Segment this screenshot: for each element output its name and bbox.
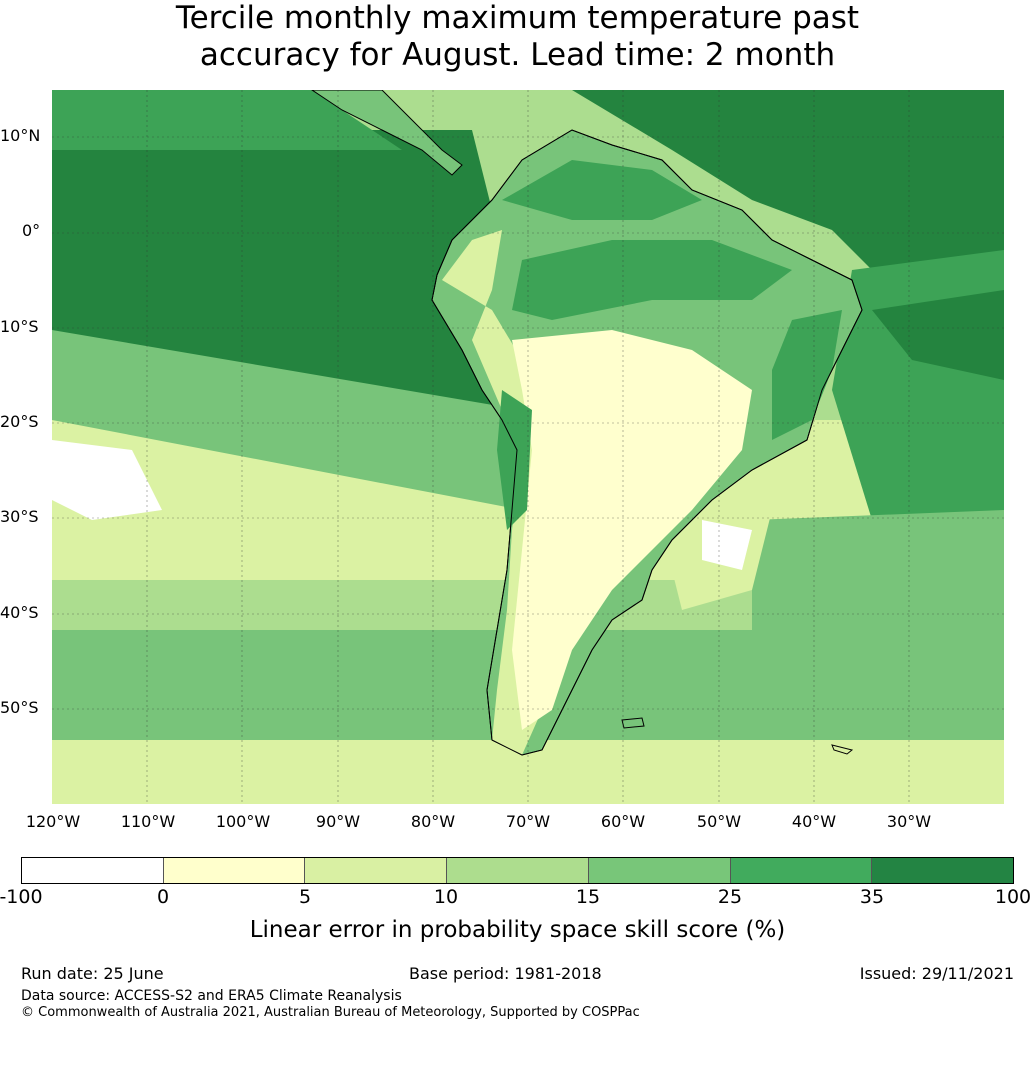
colorbar xyxy=(21,857,1014,884)
lat-label-0: 0° xyxy=(22,221,41,240)
copyright: © Commonwealth of Australia 2021, Austra… xyxy=(21,1005,640,1020)
run-date: Run date: 25 June xyxy=(21,964,164,983)
ocean-atlantic-north xyxy=(572,90,1004,290)
lon-label-90w: 90°W xyxy=(315,812,361,831)
lat-label-30s: 30°S xyxy=(0,507,39,526)
lat-label-40s: 40°S xyxy=(0,603,39,622)
lat-label-20s: 20°S xyxy=(0,412,39,431)
data-source: Data source: ACCESS-S2 and ERA5 Climate … xyxy=(21,988,402,1004)
land-east-coast xyxy=(772,310,842,440)
colorbar-tick: -100 xyxy=(0,886,43,908)
land-amazon-band xyxy=(512,240,792,320)
colorbar-segment-1 xyxy=(163,858,306,883)
ocean-pacific-white xyxy=(52,440,162,520)
lat-label-10s: 10°S xyxy=(0,317,39,336)
issued-date: Issued: 29/11/2021 xyxy=(859,964,1014,983)
colorbar-segment-3 xyxy=(447,858,589,883)
skill-map xyxy=(52,90,1004,804)
colorbar-segment-0 xyxy=(22,858,164,883)
lon-label-60w: 60°W xyxy=(600,812,646,831)
lon-label-110w: 110°W xyxy=(120,812,176,831)
colorbar-tick: 100 xyxy=(994,886,1032,908)
coastline xyxy=(431,129,863,756)
colorbar-segment-6 xyxy=(872,858,1014,883)
colorbar-segment-4 xyxy=(588,858,731,883)
lat-label-10n: 10°N xyxy=(0,126,41,145)
chart-title: Tercile monthly maximum temperature past… xyxy=(0,0,1035,74)
colorbar-tick: 25 xyxy=(717,886,743,908)
lon-label-70w: 70°W xyxy=(505,812,551,831)
lon-label-30w: 30°W xyxy=(886,812,932,831)
lon-label-100w: 100°W xyxy=(215,812,271,831)
ocean-atlantic-dark xyxy=(872,290,1004,380)
colorbar-segment-5 xyxy=(730,858,873,883)
map-svg xyxy=(52,90,1004,804)
title-line-2: accuracy for August. Lead time: 2 month xyxy=(199,37,836,73)
lon-label-50w: 50°W xyxy=(696,812,742,831)
land-central-cream xyxy=(512,330,752,730)
colorbar-tick: 15 xyxy=(575,886,601,908)
lat-label-50s: 50°S xyxy=(0,698,39,717)
lon-label-120w: 120°W xyxy=(25,812,81,831)
land-amazon-north xyxy=(502,160,702,220)
gridlines xyxy=(52,90,1004,804)
colorbar-segment-2 xyxy=(305,858,448,883)
lon-label-80w: 80°W xyxy=(410,812,456,831)
colorbar-tick: 35 xyxy=(859,886,885,908)
central-america xyxy=(311,90,463,176)
colorbar-label: Linear error in probability space skill … xyxy=(249,917,786,943)
ocean-plate-white xyxy=(702,520,752,570)
falkland-islands xyxy=(621,717,645,729)
ocean-atlantic-south xyxy=(752,510,1004,650)
colorbar-tick: 5 xyxy=(298,886,312,908)
land-atacama-band xyxy=(497,390,532,530)
ocean-north-band xyxy=(52,90,402,150)
colorbar-tick: 0 xyxy=(156,886,170,908)
ocean-tropical-pacific xyxy=(52,130,522,410)
lon-label-40w: 40°W xyxy=(791,812,837,831)
title-line-1: Tercile monthly maximum temperature past xyxy=(175,0,860,36)
south-georgia xyxy=(831,744,854,755)
colorbar-tick: 10 xyxy=(433,886,459,908)
base-period: Base period: 1981-2018 xyxy=(409,964,602,983)
